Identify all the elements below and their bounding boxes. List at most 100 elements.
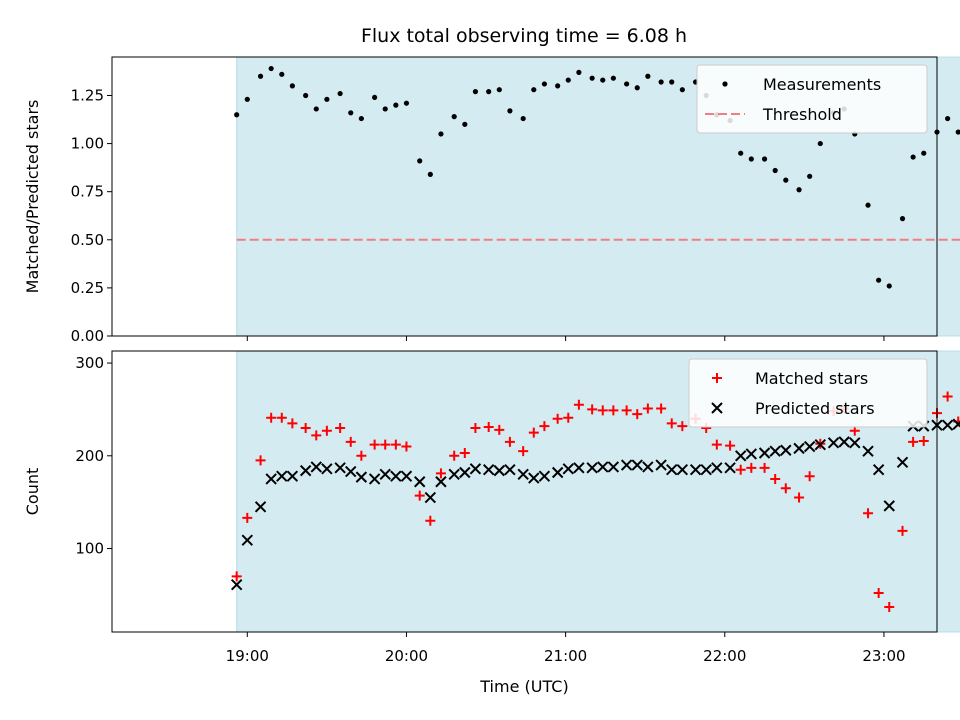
data-point (886, 283, 892, 289)
legend-label: Predicted stars (755, 399, 875, 418)
data-point (620, 459, 633, 471)
data-point (276, 470, 288, 482)
data-point (531, 87, 537, 93)
data-point (470, 422, 481, 433)
data-point (528, 472, 540, 484)
x-tick-label: 21:00 (544, 647, 587, 665)
data-point (538, 470, 551, 482)
data-point (624, 81, 630, 87)
data-point (313, 106, 319, 112)
data-point (666, 418, 677, 429)
y-tick-label: 100 (75, 540, 104, 558)
data-point (242, 512, 253, 523)
data-point (656, 403, 667, 414)
data-point (849, 437, 861, 449)
legend-marker-x (711, 402, 723, 414)
data-point (382, 106, 388, 112)
data-point (563, 412, 574, 423)
data-point (400, 470, 413, 482)
data-point (738, 150, 744, 156)
legend-box (688, 358, 928, 428)
data-point (608, 405, 619, 416)
data-point (908, 436, 919, 447)
data-point (955, 129, 960, 135)
data-point (435, 476, 447, 488)
ratio-panel: 0.00 0.25 0.50 0.75 1.00 1.25 Matched/Predicte… (23, 56, 960, 345)
data-point (804, 471, 815, 482)
data-point (676, 463, 689, 476)
data-point (390, 470, 402, 482)
legend-box (696, 64, 928, 134)
data-point (321, 425, 332, 436)
data-point (817, 140, 823, 147)
data-point (770, 473, 781, 484)
plot-frame (111, 350, 938, 633)
data-point (448, 468, 460, 481)
legend-label: Measurements (763, 75, 881, 94)
data-point (335, 422, 346, 433)
data-point (724, 462, 736, 474)
data-point (539, 421, 550, 432)
data-point (472, 89, 479, 95)
data-point (621, 405, 632, 416)
data-point (403, 100, 410, 106)
data-point (324, 96, 330, 102)
data-point (897, 525, 908, 536)
data-point (565, 77, 571, 83)
y-axis-label: Matched/Predicted stars (23, 100, 42, 294)
data-point (945, 115, 951, 122)
data-point (234, 112, 240, 118)
data-point (573, 399, 584, 410)
data-point (642, 461, 654, 473)
data-point (435, 468, 446, 479)
data-point (873, 588, 884, 599)
data-point (483, 422, 494, 433)
data-point (807, 173, 813, 179)
data-point (711, 462, 723, 474)
data-point (368, 473, 381, 485)
data-point (632, 409, 643, 420)
legend: Matched stars Predicted stars (688, 358, 928, 428)
series-matched-stars (231, 391, 960, 612)
data-point (803, 440, 816, 453)
data-point (380, 439, 391, 450)
data-point (910, 154, 916, 160)
data-point (552, 413, 563, 424)
data-point (311, 430, 322, 441)
data-point (276, 412, 287, 423)
plot-frame (111, 56, 938, 337)
data-point (655, 459, 667, 471)
data-point (504, 463, 516, 476)
x-tick-label: 20:00 (385, 647, 428, 665)
data-point (244, 96, 250, 102)
y-tick-label: 0.25 (71, 279, 104, 297)
data-point (528, 427, 539, 438)
data-point (734, 450, 747, 462)
data-point (310, 461, 322, 473)
data-point (494, 424, 505, 435)
data-point (769, 445, 781, 457)
data-point (265, 473, 277, 485)
data-point (642, 403, 653, 414)
data-point (941, 419, 954, 431)
data-point (666, 463, 678, 476)
data-point (814, 438, 826, 451)
legend-label: Threshold (762, 105, 842, 124)
y-tick-label: 200 (75, 447, 104, 465)
data-point (863, 508, 874, 519)
data-point (504, 436, 515, 447)
data-point (745, 448, 758, 460)
data-point (279, 71, 285, 77)
data-point (780, 483, 791, 494)
data-point (393, 102, 399, 108)
data-point (586, 462, 598, 474)
x-tick-label: 19:00 (226, 647, 269, 665)
data-point (600, 77, 606, 83)
data-point (865, 202, 871, 208)
data-point (562, 463, 574, 475)
data-point (520, 115, 526, 122)
data-point (761, 156, 768, 162)
data-point (493, 464, 506, 477)
data-point (300, 422, 311, 433)
